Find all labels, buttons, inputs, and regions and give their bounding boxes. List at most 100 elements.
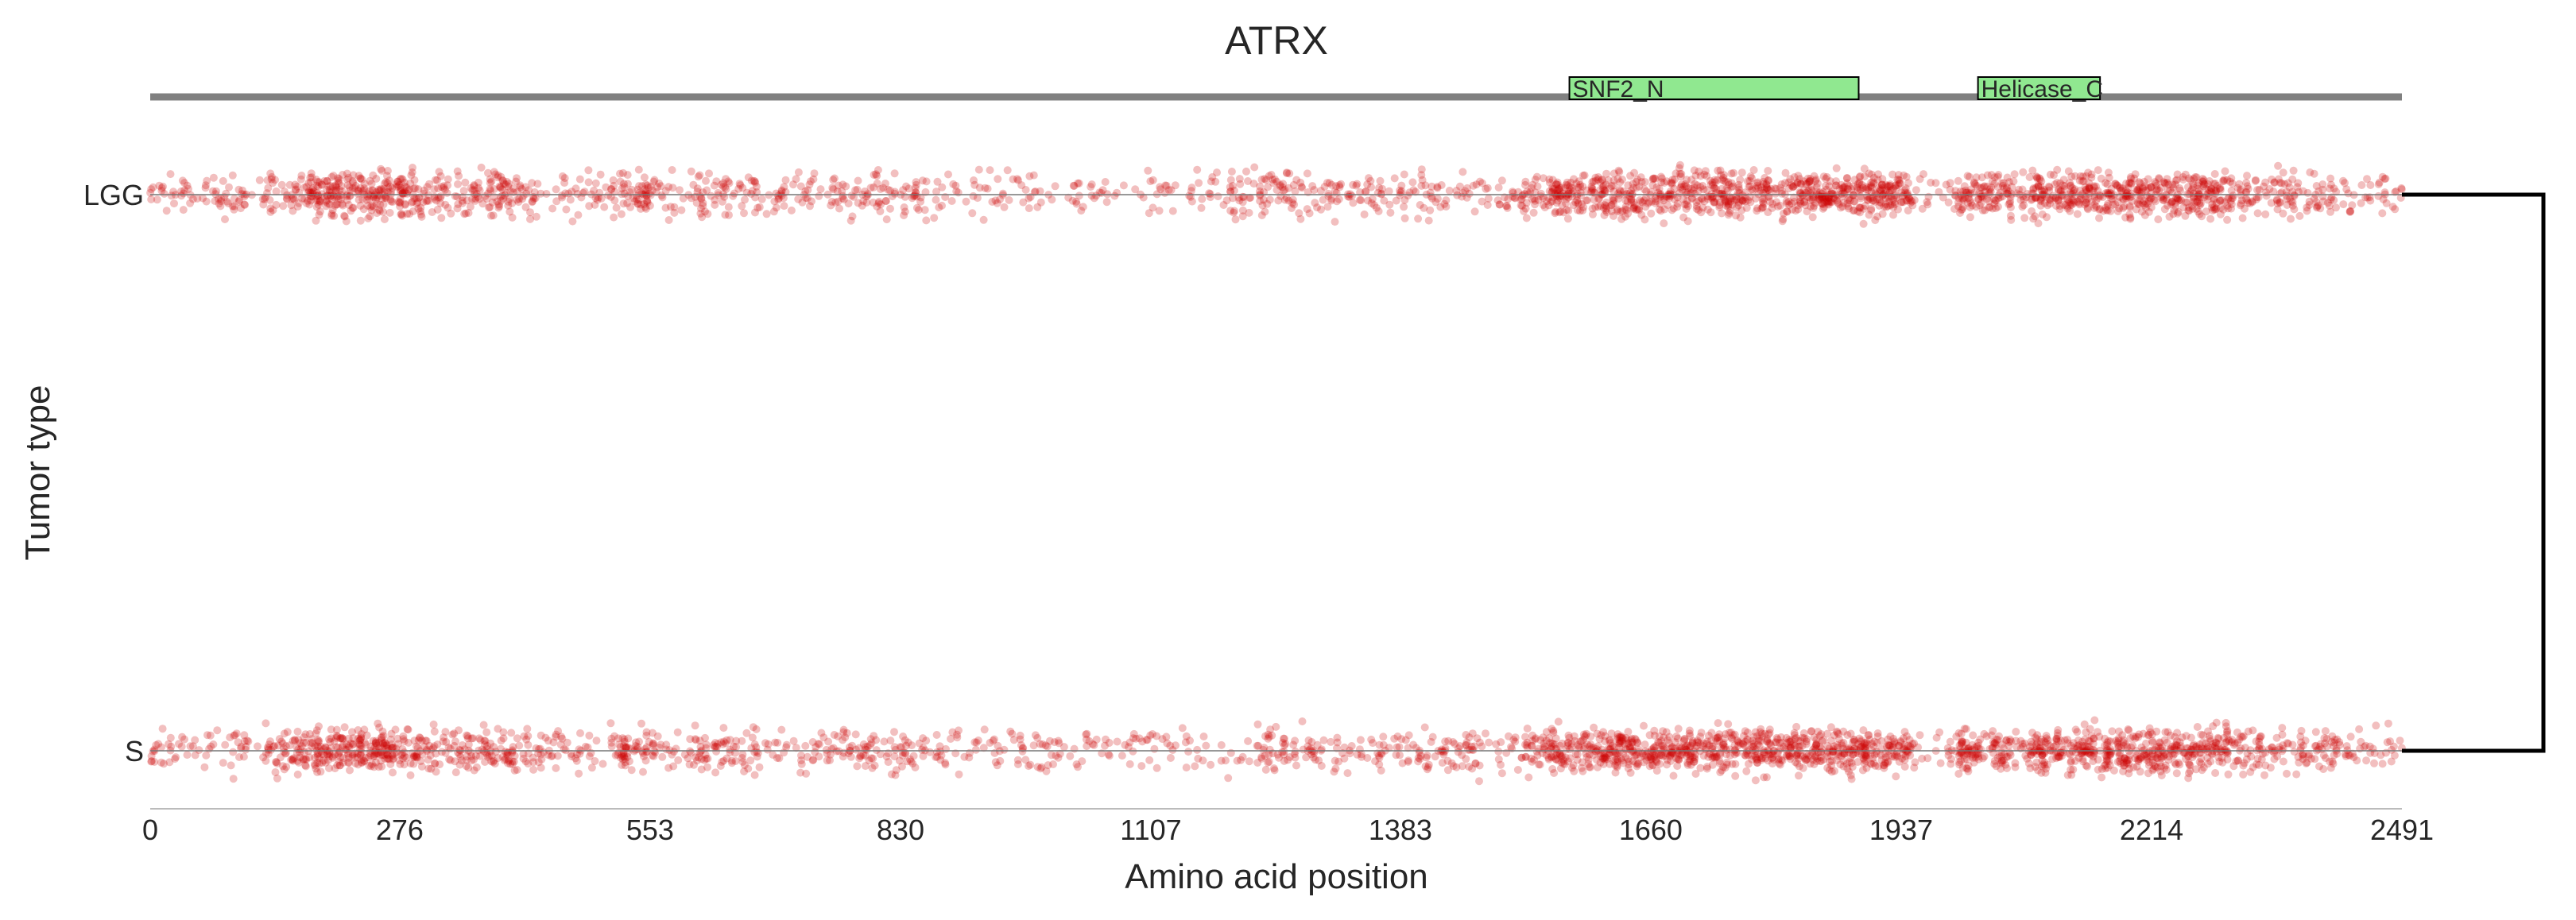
- mutation-point: [1834, 200, 1843, 208]
- mutation-point: [1856, 172, 1865, 180]
- mutation-point: [970, 176, 978, 184]
- mutation-point: [1393, 733, 1402, 740]
- mutation-point: [2084, 194, 2093, 203]
- mutation-point: [513, 187, 521, 196]
- mutation-point: [1673, 203, 1682, 211]
- mutation-point: [400, 187, 409, 195]
- mutation-point: [1839, 199, 1848, 207]
- mutation-point: [330, 211, 339, 220]
- mutation-point: [362, 195, 371, 204]
- mutation-point: [291, 736, 300, 745]
- mutation-point: [691, 736, 700, 744]
- mutation-point: [1577, 191, 1586, 200]
- mutation-point: [1374, 207, 1383, 215]
- mutation-point: [2118, 184, 2127, 193]
- mutation-point: [641, 180, 650, 189]
- mutation-point: [1822, 197, 1830, 206]
- mutation-point: [367, 180, 376, 188]
- mutation-point: [658, 193, 667, 202]
- mutation-point: [1695, 186, 1703, 195]
- mutation-point: [1497, 738, 1505, 747]
- mutation-point: [1897, 198, 1906, 207]
- mutation-point: [425, 180, 433, 188]
- mutation-point: [1819, 203, 1828, 211]
- mutation-point: [528, 179, 537, 187]
- mutation-point: [643, 197, 652, 206]
- mutation-point: [519, 191, 528, 200]
- mutation-point: [1771, 189, 1780, 198]
- mutation-point: [1826, 177, 1834, 186]
- mutation-point: [1807, 182, 1816, 191]
- mutation-point: [1857, 185, 1865, 194]
- mutation-point: [333, 761, 342, 770]
- mutation-point: [506, 187, 514, 195]
- mutation-point: [1706, 180, 1715, 189]
- mutation-point: [1808, 213, 1817, 222]
- mutation-point: [1550, 189, 1559, 198]
- mutation-point: [1193, 165, 1202, 174]
- mutation-point: [618, 184, 626, 193]
- mutation-point: [1784, 184, 1793, 193]
- mutation-point: [1703, 195, 1712, 203]
- mutation-point: [1878, 191, 1887, 200]
- mutation-point: [1641, 193, 1650, 202]
- mutation-point: [1125, 760, 1134, 768]
- mutation-point: [1889, 195, 1897, 204]
- mutation-point: [491, 170, 500, 179]
- mutation-point: [1839, 183, 1848, 191]
- mutation-point: [1682, 200, 1691, 209]
- mutation-point: [1667, 179, 1675, 187]
- mutation-point: [884, 185, 893, 194]
- mutation-point: [401, 182, 409, 191]
- mutation-point: [645, 190, 653, 198]
- mutation-point: [1613, 207, 1621, 215]
- mutation-point: [1689, 186, 1698, 195]
- mutation-point: [993, 199, 1001, 207]
- mutation-point: [1833, 196, 1842, 205]
- mutation-point: [518, 195, 527, 203]
- mutation-point: [787, 206, 796, 215]
- mutation-point: [377, 164, 385, 173]
- mutation-point: [2002, 185, 2011, 194]
- mutation-point: [1743, 736, 1752, 744]
- mutation-point: [393, 183, 401, 191]
- mutation-point: [1518, 202, 1527, 211]
- mutation-point: [1644, 199, 1652, 208]
- mutation-point: [1985, 203, 1994, 211]
- mutation-point: [1087, 183, 1095, 191]
- mutation-point: [1594, 176, 1602, 184]
- mutation-point: [1331, 756, 1339, 765]
- mutation-point: [882, 215, 891, 224]
- mutation-point: [420, 189, 428, 198]
- mutation-point: [1856, 208, 1864, 217]
- mutation-point: [721, 183, 730, 191]
- mutation-point: [2195, 199, 2204, 207]
- mutation-point: [312, 216, 320, 225]
- mutation-point: [1855, 203, 1864, 212]
- mutation-point: [1369, 739, 1377, 748]
- mutation-point: [1573, 191, 1582, 200]
- mutation-point: [1889, 184, 1898, 193]
- mutation-point: [398, 189, 407, 198]
- mutation-point: [719, 179, 727, 187]
- mutation-point: [575, 769, 583, 778]
- mutation-point: [313, 177, 322, 186]
- mutation-point: [225, 183, 233, 191]
- mutation-point: [1257, 176, 1266, 184]
- mutation-point: [388, 184, 397, 192]
- mutation-point: [1455, 182, 1464, 191]
- mutation-point: [905, 184, 913, 193]
- mutation-point: [239, 752, 248, 761]
- mutation-point: [2028, 166, 2037, 175]
- mutation-point: [1809, 193, 1818, 202]
- mutation-point: [774, 195, 783, 204]
- mutation-point: [1452, 763, 1461, 771]
- mutation-point: [1161, 181, 1170, 190]
- mutation-point: [1971, 180, 1980, 189]
- mutation-point: [2274, 161, 2283, 170]
- mutation-point: [1717, 190, 1726, 198]
- mutation-point: [1256, 197, 1265, 205]
- mutation-point: [1237, 756, 1245, 764]
- mutation-point: [735, 180, 744, 188]
- mutation-point: [874, 197, 883, 206]
